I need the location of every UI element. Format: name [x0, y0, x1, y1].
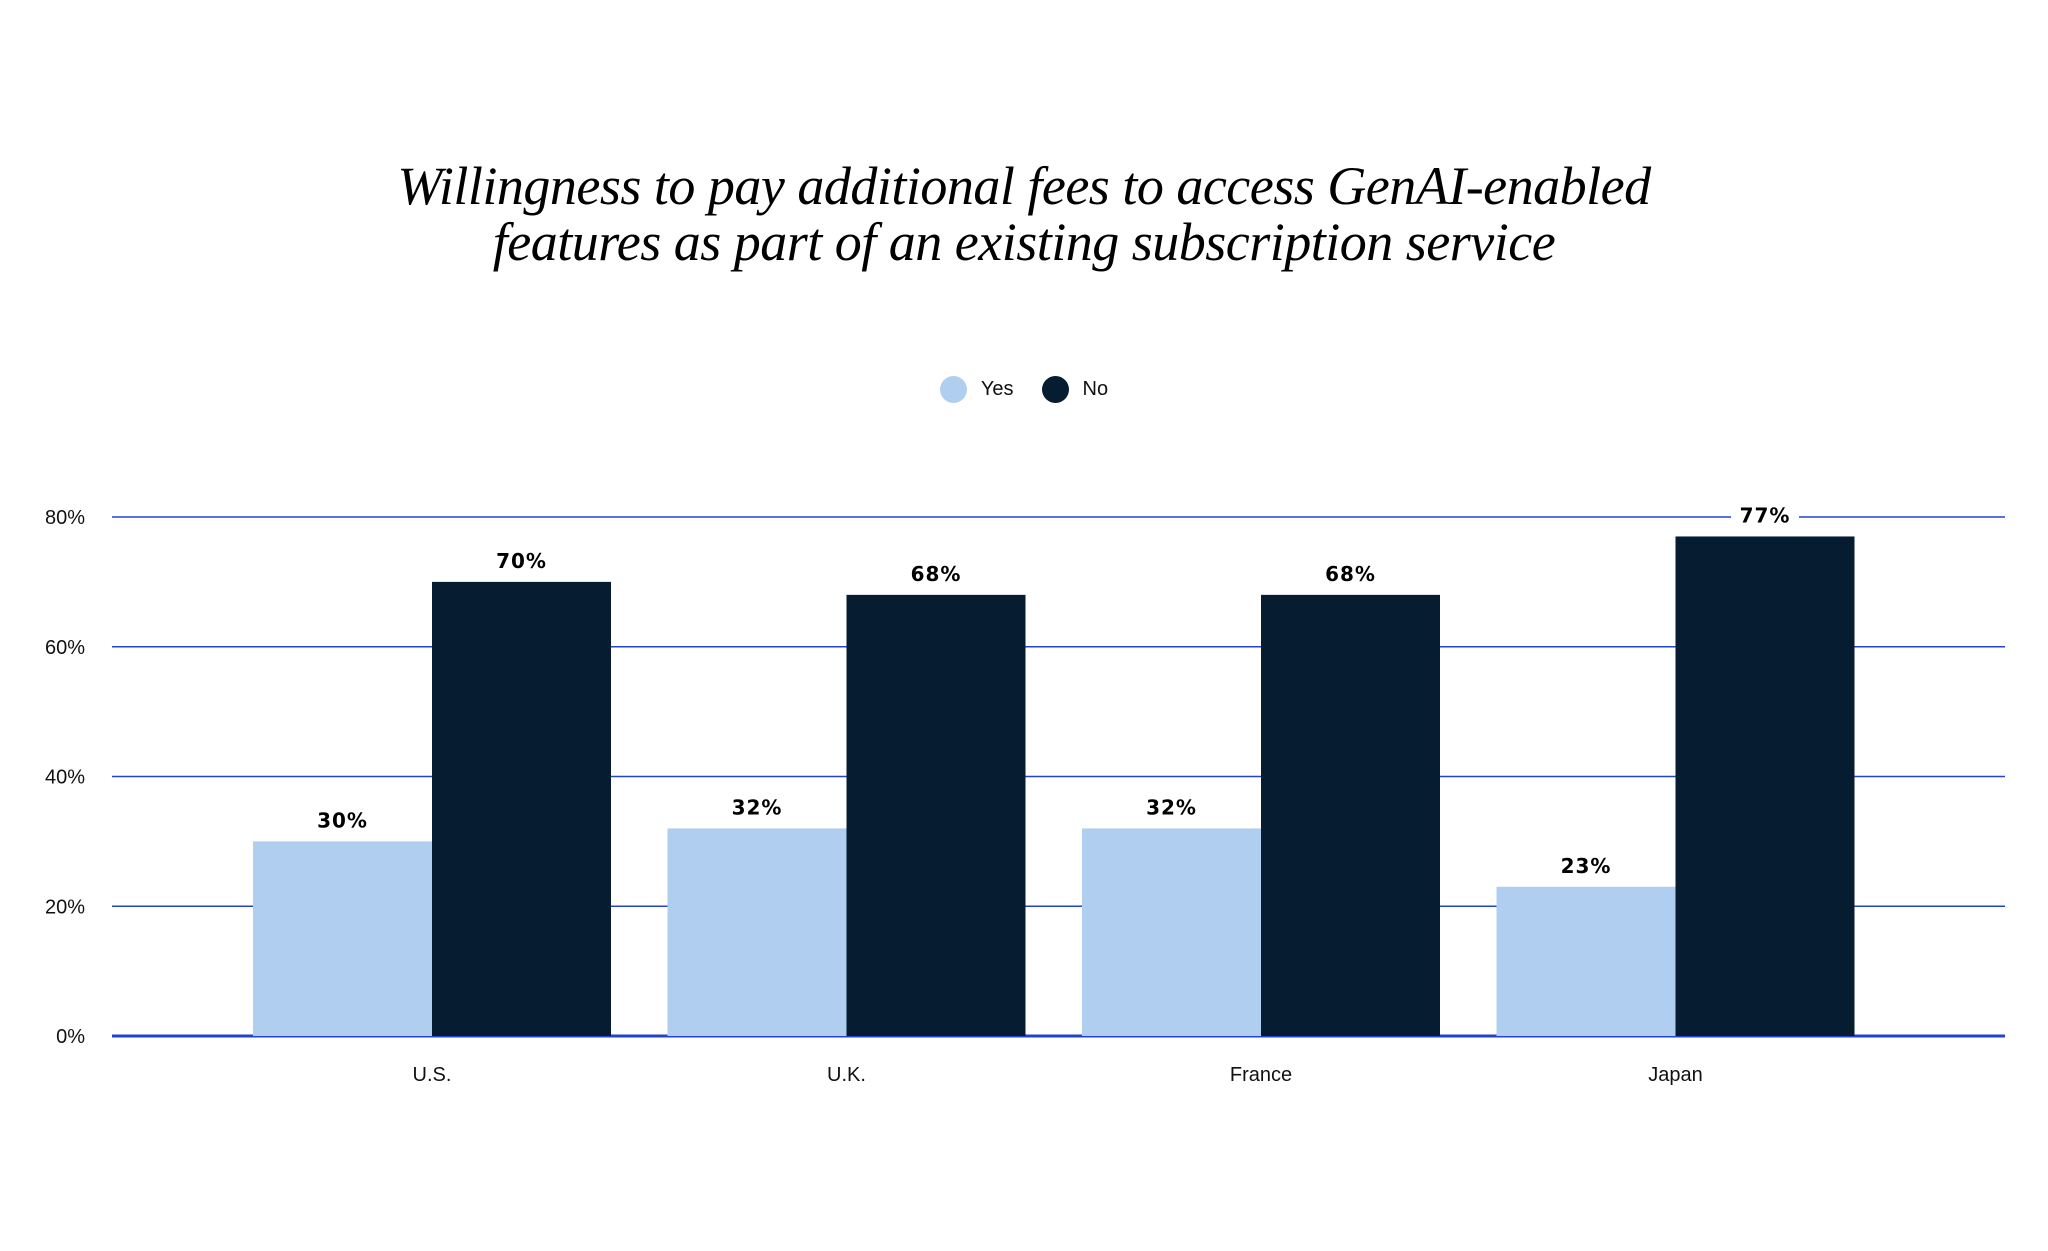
data-label: 77%	[1740, 503, 1791, 527]
bar-no	[432, 581, 611, 1036]
data-label-background	[1731, 504, 1799, 529]
x-tick-label: U.S.	[413, 1064, 452, 1086]
legend-swatch-no	[1041, 376, 1069, 403]
bar-yes	[253, 841, 432, 1036]
data-label: 70%	[496, 549, 547, 573]
bar-no	[846, 594, 1026, 1036]
data-label: 23%	[1561, 854, 1612, 878]
y-tick-label: 60%	[45, 637, 85, 659]
chart-title-line-1: Willingness to pay additional fees to ac…	[397, 156, 1651, 216]
bar-no	[1261, 594, 1440, 1036]
y-tick-label: 0%	[56, 1026, 85, 1048]
legend-item-yes: Yes	[939, 376, 1014, 403]
legend-swatch-yes	[939, 376, 967, 403]
bar-no	[1675, 536, 1855, 1036]
data-label: 30%	[317, 808, 368, 832]
legend: Yes No	[0, 376, 2048, 403]
data-label: 68%	[1325, 562, 1376, 586]
bar-yes	[667, 828, 847, 1036]
legend-label-yes: Yes	[980, 378, 1014, 400]
y-tick-label: 40%	[45, 767, 85, 789]
data-label: 68%	[911, 562, 962, 586]
bar-yes	[1082, 828, 1261, 1036]
x-tick-label: Japan	[1648, 1064, 1703, 1086]
x-tick-label: U.K.	[827, 1064, 866, 1086]
bar-yes	[1496, 886, 1676, 1036]
legend-label-no: No	[1082, 378, 1109, 400]
y-tick-label: 20%	[45, 896, 85, 918]
chart-title: Willingness to pay additional fees to ac…	[0, 158, 2048, 270]
data-label: 32%	[732, 795, 783, 819]
legend-item-no: No	[1041, 376, 1109, 403]
y-tick-label: 80%	[45, 507, 85, 529]
chart-title-line-2: features as part of an existing subscrip…	[492, 212, 1556, 272]
x-tick-label: France	[1230, 1064, 1292, 1086]
data-label: 32%	[1146, 795, 1197, 819]
